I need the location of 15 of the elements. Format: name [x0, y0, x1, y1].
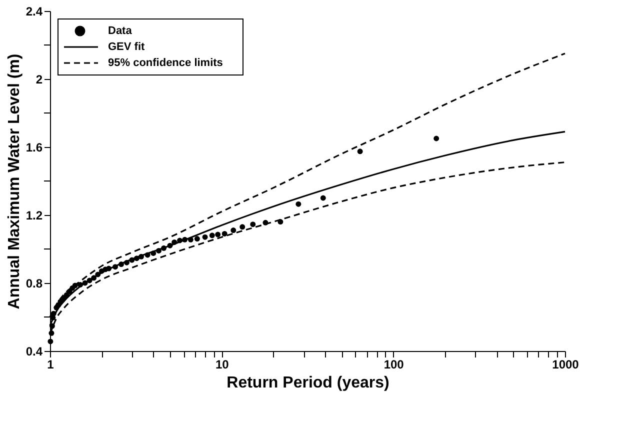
x-tick-label: 1000	[552, 358, 580, 372]
x-tick-label: 10	[215, 358, 230, 372]
y-axis-title: Annual Maximum Water Level (m)	[6, 54, 23, 310]
x-tick-label: 100	[384, 358, 404, 372]
x-tick-label: 1	[47, 358, 54, 372]
legend-label: GEV fit	[108, 41, 146, 53]
y-tick-label: 2.4	[26, 4, 43, 18]
y-tick-label: 1.6	[26, 140, 43, 154]
y-tick-label: 1.2	[26, 208, 43, 222]
y-tick-label: 0.4	[26, 344, 43, 358]
y-tick-label: 2	[36, 72, 43, 86]
y-tick-label: 0.8	[26, 276, 43, 290]
x-axis-title: Return Period (years)	[226, 374, 390, 392]
legend-label: 95% confidence limits	[108, 57, 223, 69]
legend-label: Data	[108, 25, 133, 37]
